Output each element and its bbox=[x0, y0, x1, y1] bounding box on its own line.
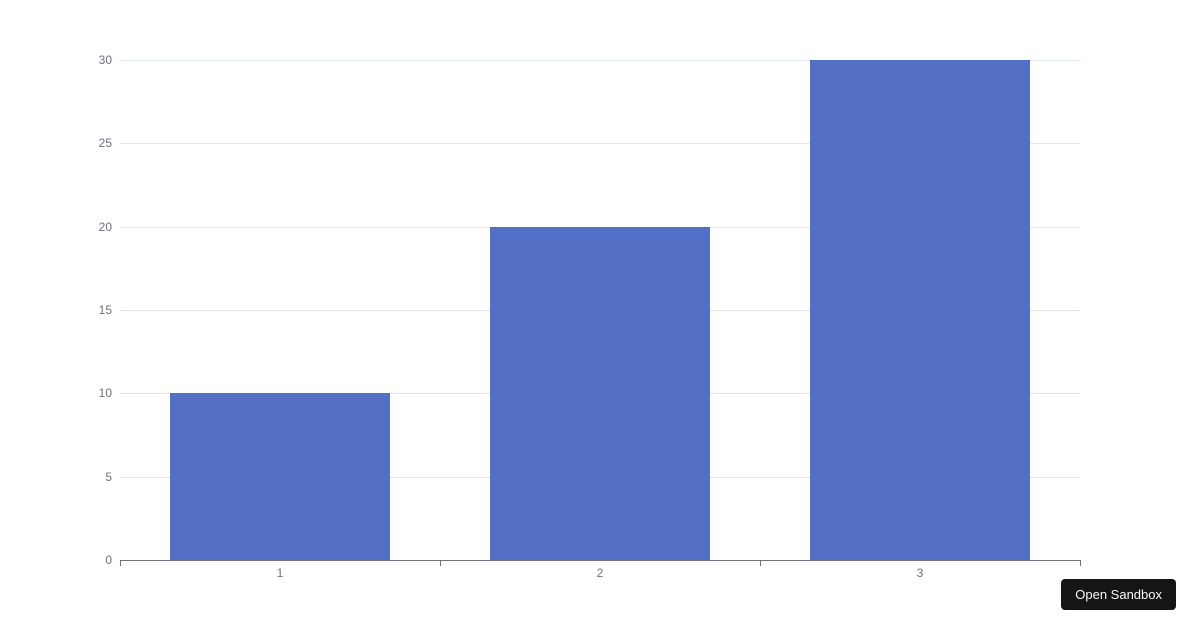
open-sandbox-button[interactable]: Open Sandbox bbox=[1061, 579, 1176, 610]
y-axis-tick-label: 10 bbox=[98, 386, 112, 401]
x-axis-tick bbox=[120, 561, 121, 566]
y-axis-tick-label: 15 bbox=[98, 303, 112, 317]
y-axis-tick-label: 0 bbox=[105, 553, 112, 567]
y-axis-tick-label: 5 bbox=[105, 469, 112, 484]
x-axis-tick bbox=[760, 561, 761, 566]
x-axis-tick bbox=[440, 561, 441, 566]
x-axis-category-label: 3 bbox=[916, 566, 924, 580]
bar[interactable] bbox=[490, 226, 710, 560]
x-axis-category-label: 1 bbox=[276, 566, 284, 580]
x-axis-line bbox=[120, 560, 1081, 561]
y-axis-tick-label: 20 bbox=[98, 219, 112, 234]
bar[interactable] bbox=[810, 60, 1030, 560]
y-axis-tick-label: 25 bbox=[98, 136, 112, 151]
x-axis-tick bbox=[1080, 561, 1081, 566]
bar[interactable] bbox=[170, 393, 390, 560]
y-axis-tick-label: 30 bbox=[98, 53, 112, 67]
x-axis-category-label: 2 bbox=[596, 566, 604, 580]
